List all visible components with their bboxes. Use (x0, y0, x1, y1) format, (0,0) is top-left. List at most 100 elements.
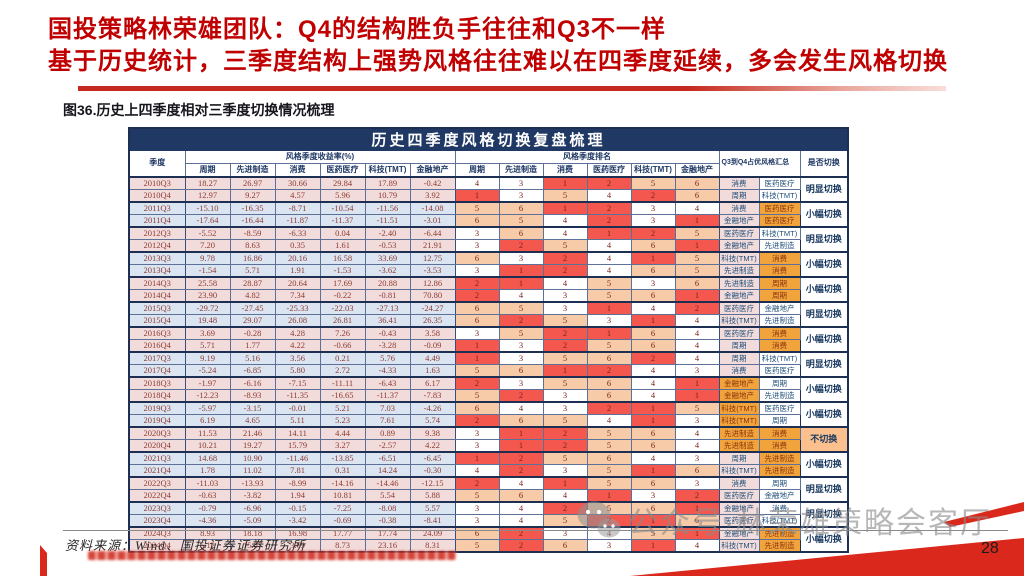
return-cell: 15.79 (274, 439, 321, 453)
return-cell: -7.15 (274, 376, 321, 390)
return-cell: 36.41 (364, 314, 411, 328)
return-cell: -0.42 (409, 176, 456, 190)
table-row: 2023Q3 -0.79 -6.96 -0.15 -7.25 -8.08 5.57 3 4 2 5 6… (128, 501, 849, 528)
return-cell: 8.73 (319, 539, 366, 553)
rank-cell: 2 (498, 314, 544, 328)
watermark-text: 公众号·林荣雄策略会客厅 (628, 507, 992, 540)
rank-cell: 6 (586, 351, 632, 365)
style-col-header: 消费 (542, 163, 588, 178)
return-cell: -0.43 (364, 326, 411, 340)
return-cell: -6.16 (229, 376, 276, 390)
rank-cell: 5 (454, 364, 500, 378)
rank-cell: 2 (454, 376, 500, 390)
rank-cell: 4 (454, 176, 500, 190)
return-cell: 19.27 (229, 439, 276, 453)
return-cell: 30.66 (274, 176, 321, 190)
table-group-header-row: 季度 风格季度收益率(%) 风格季度排名 Q3到Q4占优风格汇总 是否切换 (128, 150, 849, 178)
quarter-cell: 2012Q3 (128, 226, 186, 240)
table-row: 2016Q3 3.69 -0.28 4.28 7.26 -0.43 3.58 3 5 2 1 6 4 医药… (128, 326, 849, 353)
return-cell: -24.27 (409, 301, 456, 315)
return-cell: -11.37 (364, 389, 411, 403)
return-cell: -11.46 (274, 451, 321, 465)
table-row: 2014Q3 25.58 28.87 20.64 17.69 20.88 12.86 2 1 4 5… (128, 276, 849, 303)
return-cell: 20.88 (364, 276, 411, 290)
summary-style-1-cell: 周期 (718, 339, 760, 353)
return-cell: -29.72 (184, 301, 231, 315)
rank-cell: 6 (454, 301, 500, 315)
return-cell: -3.01 (409, 214, 456, 228)
return-cell: 25.58 (184, 276, 231, 290)
rank-cell: 5 (586, 464, 632, 478)
return-cell: -11.56 (364, 201, 411, 215)
rank-cell: 6 (674, 189, 720, 203)
summary-style-1-cell: 金融地产 (718, 239, 760, 253)
rank-cell: 1 (498, 276, 544, 290)
return-cell: -3.28 (364, 339, 411, 353)
rank-cell: 4 (674, 201, 720, 215)
rank-cell: 3 (542, 389, 588, 403)
summary-style-2-cell: 医药医疗 (758, 364, 801, 378)
table-row: 2020Q3 11.53 21.46 14.11 4.44 0.89 9.38 3 1 2 5 6 4 先… (128, 426, 849, 453)
rank-cell: 5 (454, 201, 500, 215)
return-cell: -7.83 (409, 389, 456, 403)
summary-style-1-cell: 医药医疗 (718, 489, 760, 503)
rank-cell: 3 (542, 289, 588, 303)
summary-style-1-cell: 医药医疗 (718, 326, 760, 340)
rank-cell: 3 (498, 376, 544, 390)
rank-cell: 4 (674, 351, 720, 365)
summary-style-1-cell: 先进制造 (718, 264, 760, 278)
return-cell: 9.38 (409, 426, 456, 440)
return-cell: -12.15 (409, 476, 456, 490)
rank-cell: 4 (586, 251, 632, 265)
table-row: 2019Q3 -5.97 -3.15 -0.01 5.21 7.03 -4.26 6 4 3 2 1 5… (128, 401, 849, 428)
style-col-header: 医药医疗 (586, 163, 632, 178)
summary-style-1-cell: 消费 (718, 364, 760, 378)
summary-style-1-cell: 金融地产 (718, 501, 760, 515)
switch-cell: 不切换 (799, 426, 849, 453)
return-cell: 3.56 (274, 351, 321, 365)
return-cell: -0.69 (319, 514, 366, 528)
watermark: 公众号·林荣雄策略会客厅 (576, 498, 992, 542)
summary-style-2-cell: 消费 (758, 326, 801, 340)
clipped-disclaimer-text (88, 551, 456, 560)
rank-cell: 6 (586, 389, 632, 403)
switch-cell: 明显切换 (799, 501, 849, 528)
rank-cell: 6 (630, 426, 676, 440)
page-title: 国投策略林荣雄团队：Q4的结构胜负手往往和Q3不一样 基于历史统计，三季度结构上… (48, 14, 948, 78)
rank-cell: 1 (454, 351, 500, 365)
rank-cell: 4 (630, 389, 676, 403)
quarter-cell: 2010Q3 (128, 176, 186, 190)
rank-cell: 3 (454, 426, 500, 440)
table-row: 2015Q4 19.48 29.07 26.08 26.81 36.41 26.35 6 2 5 3… (128, 314, 848, 328)
return-cell: 7.61 (364, 414, 411, 428)
rank-cell: 1 (498, 439, 544, 453)
return-cell: -0.63 (184, 489, 231, 503)
return-cell: -2.40 (364, 226, 411, 240)
return-cell: 4.82 (229, 289, 276, 303)
quarter-cell: 2022Q3 (128, 476, 186, 490)
return-cell: 17.89 (364, 176, 411, 190)
rank-cell: 3 (454, 501, 500, 515)
page-number: 28 (981, 540, 999, 557)
rank-cell: 6 (498, 364, 544, 378)
return-cell: -13.93 (229, 476, 276, 490)
rank-cell: 4 (498, 289, 544, 303)
rank-cell: 2 (542, 439, 588, 453)
return-cell: 19.48 (184, 314, 231, 328)
return-cell: 16.86 (229, 251, 276, 265)
summary-style-2-cell: 周期 (758, 276, 801, 290)
table-row: 2016Q4 5.71 1.77 4.22 -0.66 -3.28 -0.09 1 3 2 5 6 4 周… (128, 339, 848, 353)
return-cell: -16.44 (229, 214, 276, 228)
rank-cell: 6 (454, 314, 500, 328)
col-header-quarter: 季度 (128, 150, 186, 178)
rank-cell: 1 (498, 426, 544, 440)
rank-cell: 3 (674, 414, 720, 428)
summary-style-2-cell: 周期 (758, 414, 801, 428)
return-cell: 17.69 (319, 276, 366, 290)
table-row: 2010Q4 12.97 9.27 4.57 5.96 10.79 3.92 1 3 5 4 2 6 周期… (128, 189, 848, 203)
return-cell: 5.57 (409, 501, 456, 515)
return-cell: 5.21 (319, 401, 366, 415)
return-cell: 5.16 (229, 351, 276, 365)
return-cell: 70.80 (409, 289, 456, 303)
